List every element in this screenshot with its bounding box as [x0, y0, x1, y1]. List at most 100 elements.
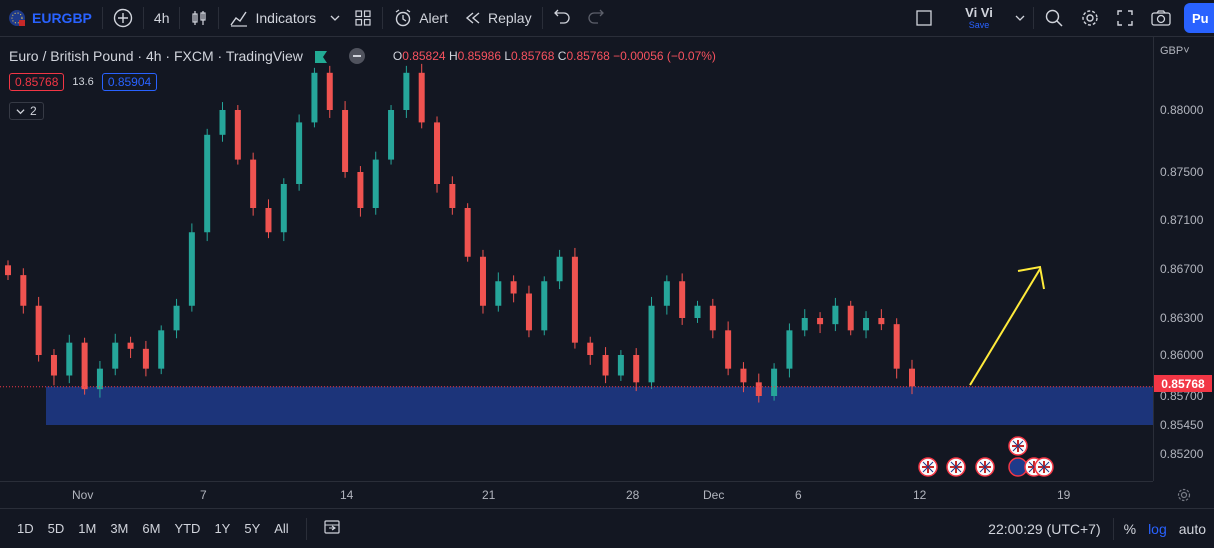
indicators-toggle[interactable]: 2	[9, 102, 44, 120]
bid-ask-row: 0.85768 13.6 0.85904	[9, 73, 158, 91]
calendar-range-icon	[323, 518, 341, 539]
candles-icon	[190, 9, 208, 27]
price-tick-label: 0.86300	[1160, 311, 1204, 325]
divider	[1033, 7, 1034, 29]
price-tick-label: 0.86000	[1160, 348, 1204, 362]
uk-event-icon[interactable]	[1008, 436, 1028, 456]
divider	[382, 7, 384, 29]
candle-body	[495, 281, 502, 306]
candle-body	[326, 72, 333, 110]
rewind-icon	[464, 9, 482, 27]
uk-event-icon[interactable]	[918, 457, 938, 477]
plus-circle-icon	[113, 8, 133, 28]
time-tick-label: 12	[913, 488, 927, 502]
fullscreen-button[interactable]	[1108, 0, 1142, 36]
timeframe-buttons: 1D 5D 1M 3M 6M YTD 1Y 5Y All	[10, 521, 296, 536]
candle-body	[20, 275, 27, 306]
alert-button[interactable]: Alert	[385, 0, 456, 36]
interval-button[interactable]: 4h	[146, 0, 178, 36]
currency-selector[interactable]: GBP˅	[1160, 45, 1190, 57]
currency-label: GBP	[1160, 45, 1184, 57]
publish-button[interactable]: Pu	[1184, 3, 1214, 33]
replay-button[interactable]: Replay	[456, 0, 540, 36]
clock[interactable]: 22:00:29 (UTC+7)	[988, 520, 1101, 537]
chevron-down-icon: ˅	[1183, 45, 1190, 57]
candle-body	[173, 305, 180, 331]
snapshot-button[interactable]	[1142, 0, 1180, 36]
candle-body	[847, 305, 854, 331]
uk-event-icon[interactable]	[975, 457, 995, 477]
candle-body	[771, 368, 778, 396]
user-save-menu[interactable]: Vi Vi Save	[949, 0, 1009, 36]
uk-event-icon[interactable]	[1034, 457, 1054, 477]
candle-body	[832, 305, 839, 325]
gear-icon	[1080, 8, 1100, 28]
settings-button[interactable]	[1072, 0, 1108, 36]
timeframe-6m[interactable]: 6M	[142, 521, 161, 536]
bid-price-box[interactable]: 0.85768	[9, 73, 65, 91]
candle-body	[449, 184, 456, 208]
candle-body	[81, 342, 88, 390]
candle-body	[786, 330, 793, 369]
timeframe-ytd[interactable]: YTD	[174, 521, 201, 536]
candle-body	[863, 318, 870, 331]
date-range-button[interactable]	[323, 518, 341, 539]
bottom-toolbar: 1D 5D 1M 3M 6M YTD 1Y 5Y All 22:00:29 (UTC+7) % …	[0, 508, 1214, 548]
candle-body	[112, 342, 119, 369]
candle-body	[633, 355, 640, 383]
price-tick-label: 0.85450	[1160, 418, 1204, 432]
camera-icon	[1150, 9, 1172, 27]
candle-body	[909, 368, 915, 387]
candle-body	[556, 256, 563, 282]
candle-body	[311, 72, 318, 123]
time-tick-label: 19	[1057, 488, 1071, 502]
timeframe-5d[interactable]: 5D	[47, 521, 65, 536]
candle-body	[510, 281, 517, 294]
search-button[interactable]	[1036, 0, 1072, 36]
square-icon	[915, 9, 933, 27]
indicators-dropdown[interactable]	[324, 0, 346, 36]
fullscreen-layout-button[interactable]	[907, 0, 943, 36]
chart-type-button[interactable]	[182, 0, 216, 36]
candle-body	[158, 330, 165, 369]
price-axis[interactable]: GBP˅	[1153, 37, 1214, 481]
timeframe-3m[interactable]: 3M	[110, 521, 129, 536]
save-dropdown[interactable]	[1009, 0, 1031, 36]
divider	[541, 7, 543, 29]
candle-body	[464, 208, 471, 257]
compare-button[interactable]	[105, 0, 141, 36]
candle-body	[296, 122, 303, 184]
percent-toggle[interactable]: %	[1123, 520, 1137, 537]
timeframe-1y[interactable]: 1Y	[214, 521, 231, 536]
time-axis[interactable]	[0, 481, 1153, 509]
price-chart[interactable]	[0, 37, 1153, 481]
last-price-tag: 0.85768	[1154, 375, 1212, 392]
timeframe-all[interactable]: All	[274, 521, 289, 536]
market-status-icon	[314, 50, 327, 63]
candle-body	[679, 281, 686, 318]
layouts-button[interactable]	[346, 0, 380, 36]
chevron-down-icon	[16, 107, 25, 116]
chart-title[interactable]: Euro / British Pound · 4h · FXCM · Tradi…	[9, 48, 303, 64]
auto-toggle[interactable]: auto	[1178, 520, 1206, 537]
timeframe-1m[interactable]: 1M	[78, 521, 97, 536]
price-tick-label: 0.88000	[1160, 103, 1204, 117]
undo-button[interactable]	[545, 0, 579, 36]
symbol-selector[interactable]: EURGBP	[0, 0, 100, 36]
indicators-button[interactable]: Indicators	[221, 0, 324, 36]
collapse-legend-button[interactable]	[348, 48, 365, 64]
redo-button[interactable]	[579, 0, 613, 36]
timeframe-1d[interactable]: 1D	[17, 521, 34, 536]
ask-price-box[interactable]: 0.85904	[101, 73, 158, 91]
time-tick-label: 7	[200, 488, 207, 502]
time-tick-label: 14	[340, 488, 354, 502]
candle-body	[755, 382, 762, 396]
candle-body	[541, 281, 548, 331]
axis-settings-button[interactable]	[1176, 487, 1192, 508]
timeframe-5y[interactable]: 5Y	[244, 521, 261, 536]
spread-value: 13.6	[72, 76, 94, 88]
uk-event-icon[interactable]	[946, 457, 966, 477]
log-toggle[interactable]: log	[1148, 520, 1167, 537]
gear-icon	[1176, 488, 1192, 507]
fullscreen-icon	[1116, 9, 1134, 27]
